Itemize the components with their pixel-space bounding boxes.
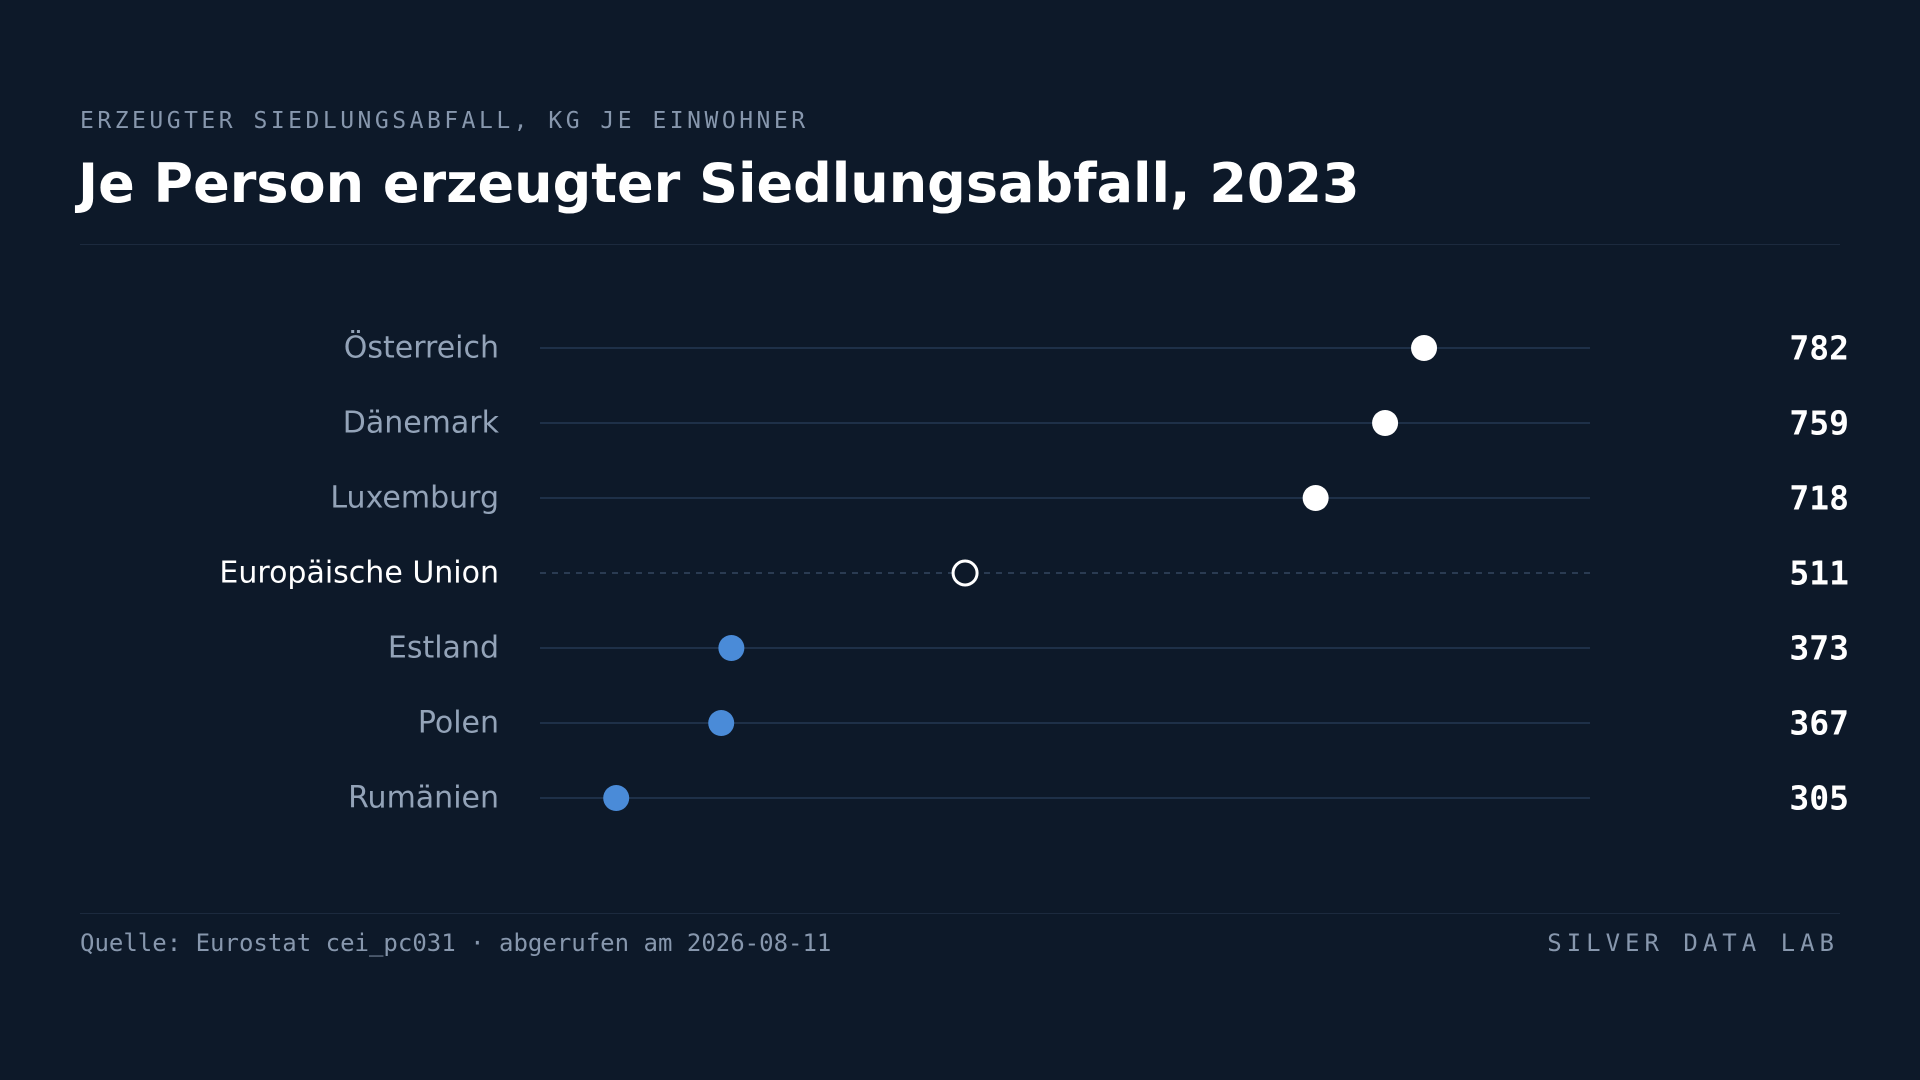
chart-subtitle: ERZEUGTER SIEDLUNGSABFALL, KG JE EINWOHN…: [80, 108, 809, 134]
value-label: 782: [1789, 329, 1849, 368]
value-label: 511: [1789, 554, 1849, 593]
source-note: Quelle: Eurostat cei_pc031 · abgerufen a…: [80, 929, 832, 957]
data-point: [718, 635, 745, 661]
category-label: Estland: [388, 631, 499, 666]
header-divider: [80, 244, 1840, 245]
category-label: Österreich: [344, 330, 499, 366]
data-point: [1302, 485, 1329, 511]
value-label: 718: [1789, 479, 1849, 518]
value-label: 305: [1789, 779, 1849, 818]
value-label: 759: [1789, 404, 1849, 443]
category-label: Luxemburg: [330, 481, 499, 516]
value-label: 367: [1789, 704, 1849, 743]
category-label: Europäische Union: [219, 556, 499, 591]
value-label: 373: [1789, 629, 1849, 668]
data-point: [1372, 410, 1399, 436]
footer-divider: [80, 913, 1840, 914]
dot-plot: Österreich 782 Dänemark 759 Luxemburg 718 Euro…: [219, 329, 1849, 818]
reference-point: [951, 559, 979, 587]
data-point: [1411, 335, 1438, 361]
data-point: [603, 785, 630, 811]
category-label: Dänemark: [343, 406, 500, 441]
data-point: [708, 710, 735, 736]
category-label: Rumänien: [348, 781, 499, 816]
chart-title: Je Person erzeugter Siedlungsabfall, 202…: [78, 152, 1360, 215]
category-label: Polen: [418, 706, 499, 741]
brand-label: SILVER DATA LAB: [1547, 929, 1839, 957]
